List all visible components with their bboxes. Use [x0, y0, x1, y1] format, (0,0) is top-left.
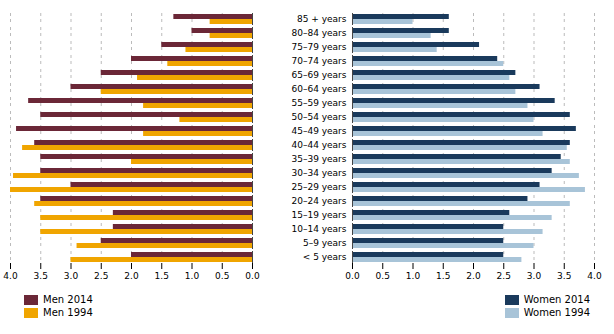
svg-text:3.0: 3.0	[527, 271, 542, 281]
svg-text:55–59 years: 55–59 years	[291, 98, 346, 108]
svg-text:45–49 years: 45–49 years	[291, 126, 346, 136]
svg-text:0.0: 0.0	[345, 271, 360, 281]
svg-text:20–24 years: 20–24 years	[291, 196, 346, 206]
html-text:Women 2014: Women 2014	[523, 294, 590, 305]
html-text:Men 1994: Men 1994	[43, 307, 93, 318]
svg-text:3.5: 3.5	[34, 271, 48, 281]
html-text:Men 2014: Men 2014	[43, 294, 93, 305]
svg-text:50–54 years: 50–54 years	[291, 112, 346, 122]
html-text:Women 1994: Women 1994	[523, 307, 590, 318]
svg-text:75–79 years: 75–79 years	[291, 42, 346, 52]
svg-text:3.5: 3.5	[557, 271, 571, 281]
svg-text:65–69 years: 65–69 years	[291, 70, 346, 80]
svg-text:1.0: 1.0	[406, 271, 421, 281]
svg-text:< 5 years: < 5 years	[303, 252, 347, 262]
svg-text:0.5: 0.5	[376, 271, 390, 281]
svg-text:25–29 years: 25–29 years	[291, 182, 346, 192]
svg-text:2.0: 2.0	[466, 271, 481, 281]
svg-text:80–84 years: 80–84 years	[291, 28, 346, 38]
svg-text:3.0: 3.0	[64, 271, 79, 281]
svg-text:10–14 years: 10–14 years	[291, 224, 346, 234]
svg-text:2.5: 2.5	[497, 271, 511, 281]
svg-text:40–44 years: 40–44 years	[291, 140, 346, 150]
svg-text:35–39 years: 35–39 years	[291, 154, 346, 164]
svg-text:0.5: 0.5	[215, 271, 229, 281]
svg-text:0.0: 0.0	[245, 271, 260, 281]
svg-text:15–19 years: 15–19 years	[291, 210, 346, 220]
svg-text:5–9 years: 5–9 years	[303, 238, 347, 248]
svg-text:2.5: 2.5	[94, 271, 108, 281]
svg-text:1.5: 1.5	[436, 271, 450, 281]
svg-text:60–64 years: 60–64 years	[291, 84, 346, 94]
svg-text:70–74 years: 70–74 years	[291, 56, 346, 66]
svg-text:85 + years: 85 + years	[297, 14, 347, 24]
svg-text:1.5: 1.5	[155, 271, 169, 281]
svg-text:30–34 years: 30–34 years	[291, 168, 346, 178]
svg-text:1.0: 1.0	[185, 271, 200, 281]
svg-text:4.0: 4.0	[3, 271, 18, 281]
svg-text:2.0: 2.0	[124, 271, 139, 281]
svg-text:4.0: 4.0	[587, 271, 602, 281]
